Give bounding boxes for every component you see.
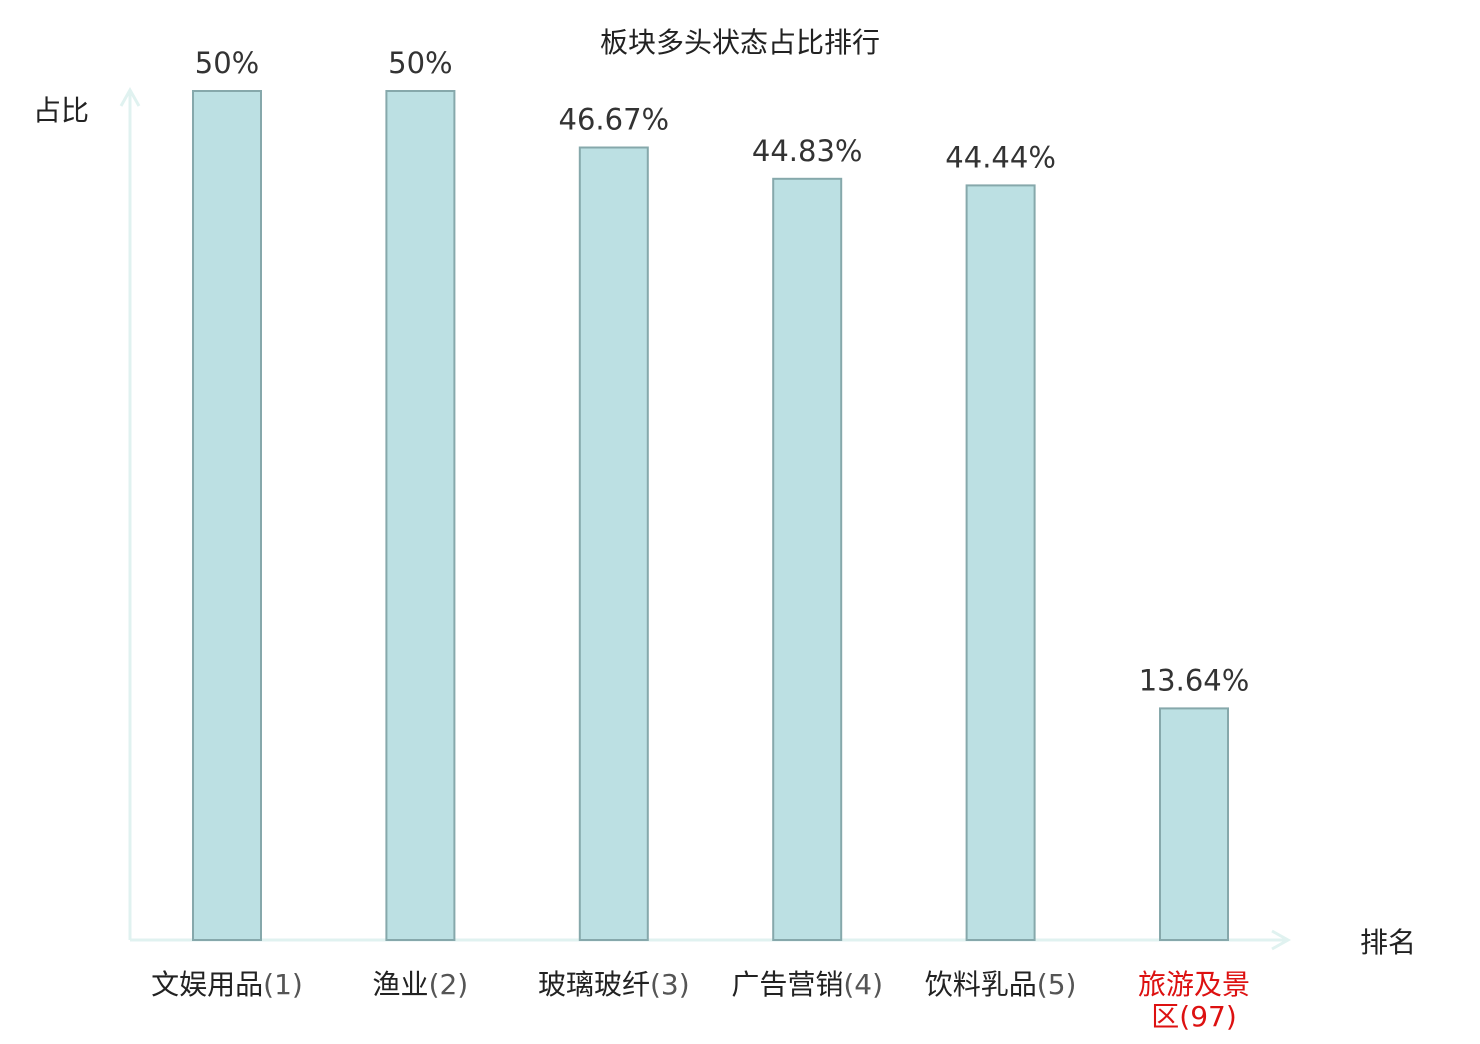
- bar-2: [385, 90, 456, 941]
- value-label-5: 44.44%: [945, 140, 1056, 174]
- bar-1: [192, 90, 262, 941]
- y-axis-label: 占比: [33, 94, 89, 127]
- value-label-1: 50%: [195, 46, 259, 80]
- bars-group: [192, 90, 1229, 942]
- axes: [119, 86, 1292, 951]
- value-label-6: 13.64%: [1139, 663, 1250, 697]
- category-label-2: 渔业(2): [373, 968, 469, 1001]
- bar-3: [578, 146, 649, 941]
- bar-5: [965, 184, 1036, 941]
- bar-6: [1159, 707, 1229, 942]
- value-label-3: 46.67%: [559, 103, 670, 137]
- y-axis-arrow: [119, 86, 141, 107]
- category-label-6-cont: 区(97): [1151, 1000, 1237, 1033]
- x-axis-label: 排名: [1360, 926, 1416, 959]
- value-label-2: 50%: [388, 46, 452, 80]
- category-label-3: 玻璃玻纤(3): [538, 968, 690, 1001]
- category-label-6: 旅游及景: [1138, 968, 1250, 1001]
- value-labels-group: 50% 50% 46.67% 44.83% 44.44% 13.64%: [195, 46, 1250, 697]
- category-label-4: 广告营销(4): [731, 968, 883, 1001]
- category-label-5: 饮料乳品(5): [925, 968, 1077, 1001]
- chart-title: 板块多头状态占比排行: [600, 26, 880, 59]
- category-labels-group: 文娱用品(1) 渔业(2) 玻璃玻纤(3) 广告营销(4) 饮料乳品(5) 旅游及景区(9…: [151, 968, 1250, 1033]
- x-axis-arrow: [1271, 929, 1292, 951]
- bar-4: [772, 177, 843, 942]
- value-label-4: 44.83%: [752, 134, 863, 168]
- category-label-1: 文娱用品(1): [151, 968, 303, 1001]
